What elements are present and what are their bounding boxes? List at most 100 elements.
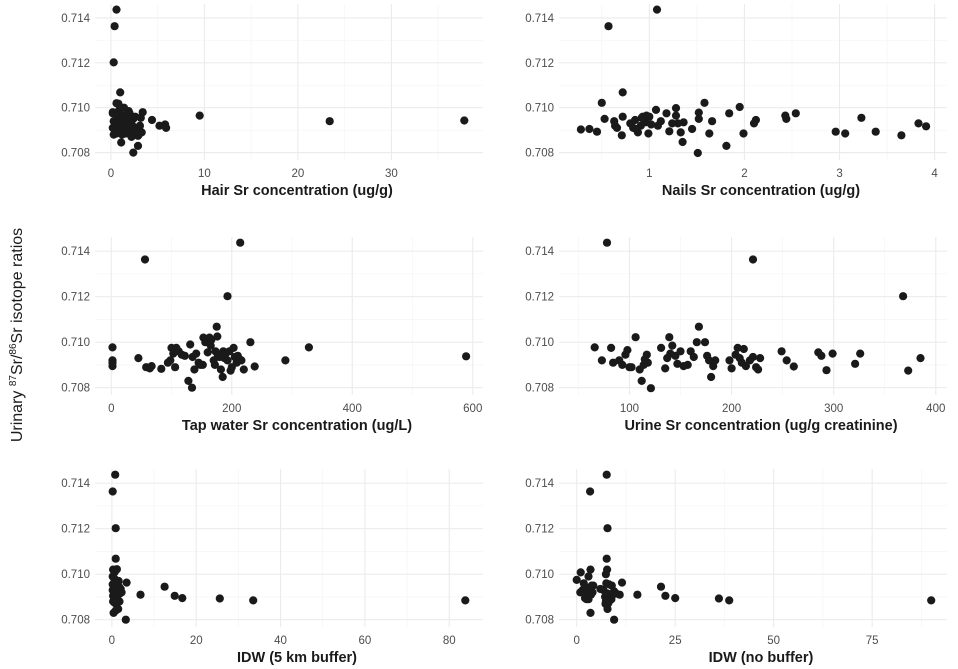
- data-point: [157, 364, 166, 373]
- data-point: [656, 117, 665, 126]
- data-point: [610, 615, 619, 624]
- y-title-sup1: 87: [8, 375, 19, 387]
- points: [590, 238, 925, 393]
- data-point: [633, 590, 642, 599]
- y-tick-label: 0.714: [61, 246, 90, 258]
- x-axis-title: IDW (5 km buffer): [237, 650, 357, 666]
- x-axis-title: Hair Sr concentration (ug/g): [201, 183, 393, 199]
- data-point: [735, 102, 744, 112]
- data-point: [127, 132, 136, 141]
- data-point: [688, 124, 697, 134]
- data-point: [108, 343, 117, 352]
- data-point: [186, 340, 195, 349]
- y-tick-label: 0.710: [61, 569, 90, 581]
- data-point: [856, 349, 865, 358]
- data-point: [817, 351, 826, 360]
- data-point: [751, 115, 761, 125]
- data-point: [304, 343, 313, 352]
- y-tick-label: 0.708: [525, 383, 554, 395]
- data-point: [725, 596, 734, 605]
- data-point: [705, 356, 714, 365]
- data-point: [916, 354, 925, 363]
- y-tick-label: 0.714: [525, 478, 554, 490]
- data-point: [601, 570, 611, 579]
- data-point: [676, 347, 685, 356]
- data-point: [661, 364, 670, 373]
- data-point: [129, 148, 138, 157]
- y-tick-label: 0.714: [61, 13, 90, 25]
- x-tick-label: 60: [359, 635, 372, 647]
- y-tick-label: 0.712: [525, 524, 554, 536]
- data-point: [120, 115, 129, 125]
- y-tick-label: 0.714: [525, 246, 554, 258]
- x-tick-label: 2: [741, 168, 747, 180]
- data-point: [618, 112, 627, 121]
- x-axis-title: Tap water Sr concentration (ug/L): [182, 418, 412, 434]
- data-point: [572, 575, 581, 585]
- data-point: [693, 148, 702, 158]
- y-tick-label: 0.712: [61, 58, 90, 70]
- y-tick-label: 0.714: [525, 13, 554, 25]
- data-point: [576, 125, 586, 134]
- data-point: [643, 358, 652, 367]
- y-tick-label: 0.708: [525, 148, 554, 160]
- data-point: [584, 572, 593, 581]
- data-point: [585, 124, 594, 134]
- points: [108, 238, 471, 392]
- data-point: [623, 346, 632, 355]
- data-point: [137, 128, 146, 137]
- data-point: [782, 114, 791, 123]
- data-point: [656, 582, 666, 591]
- data-point: [904, 366, 913, 375]
- data-point: [108, 109, 117, 118]
- data-point: [136, 590, 145, 599]
- data-point: [791, 109, 800, 118]
- data-point: [756, 354, 765, 363]
- data-point: [213, 332, 222, 341]
- data-point: [651, 105, 661, 114]
- x-tick-label: 1: [646, 168, 652, 180]
- data-point: [108, 487, 117, 496]
- data-point: [210, 360, 219, 369]
- data-point: [777, 347, 786, 356]
- x-tick-label: 10: [198, 168, 211, 180]
- x-tick-label: 300: [824, 403, 843, 415]
- data-point: [725, 356, 734, 365]
- data-point: [602, 470, 611, 479]
- data-point: [748, 255, 758, 264]
- y-title-suffix: Sr isotope ratios: [9, 228, 26, 344]
- data-point: [166, 356, 175, 365]
- data-point: [136, 113, 145, 122]
- data-point: [140, 255, 150, 264]
- data-point: [700, 338, 710, 347]
- data-point: [694, 114, 703, 123]
- x-tick-label: 0: [574, 635, 580, 647]
- data-point: [897, 131, 906, 140]
- data-point: [652, 5, 662, 14]
- data-point: [110, 22, 119, 31]
- data-point: [462, 352, 471, 361]
- data-point: [236, 238, 245, 247]
- data-point: [461, 596, 470, 605]
- data-point: [727, 364, 736, 373]
- data-point: [665, 127, 674, 136]
- x-tick-label: 200: [722, 403, 741, 415]
- data-point: [195, 111, 204, 120]
- data-point: [246, 338, 255, 347]
- data-point: [782, 356, 791, 365]
- y-tick-label: 0.708: [61, 383, 90, 395]
- data-point: [642, 350, 651, 359]
- x-tick-label: 400: [343, 403, 362, 415]
- data-point: [586, 608, 595, 618]
- panel-nails: 1 2 3 4 0.708 0.710 0.712 0.714 Nails Sr concent…: [525, 4, 947, 199]
- data-point: [671, 594, 680, 603]
- data-point: [162, 123, 171, 132]
- data-point: [121, 615, 130, 624]
- data-point: [215, 594, 224, 603]
- data-point: [135, 121, 144, 130]
- data-point: [922, 122, 931, 131]
- data-point: [831, 127, 840, 136]
- data-point: [694, 322, 704, 331]
- panel-urine: 100 200 300 400 0.708 0.710 0.712 0.714 Urine Sr…: [525, 237, 947, 434]
- data-point: [679, 118, 688, 127]
